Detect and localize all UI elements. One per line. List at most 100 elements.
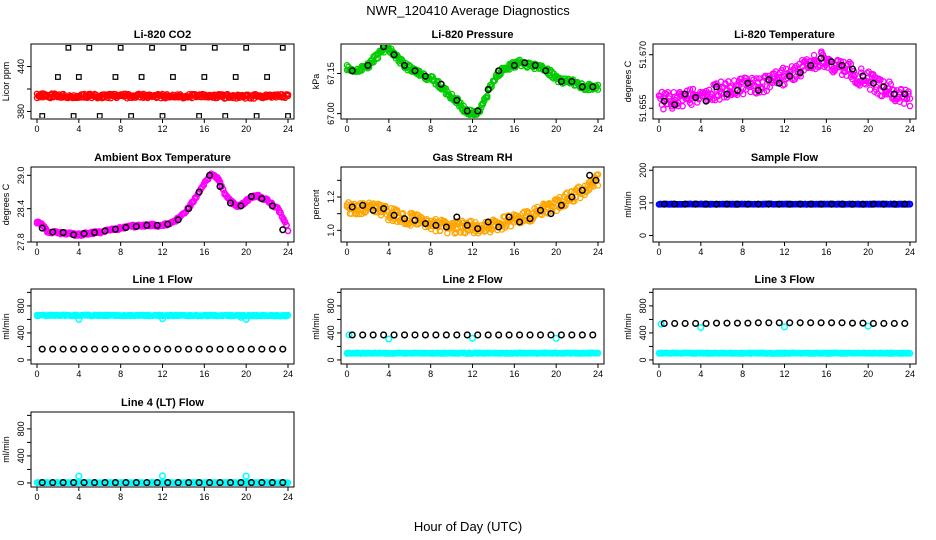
data-point xyxy=(547,210,555,218)
x-tick-label: 0 xyxy=(34,124,39,134)
data-point xyxy=(70,345,78,353)
data-point xyxy=(688,101,695,108)
data-point xyxy=(589,331,597,339)
data-point xyxy=(765,319,773,327)
x-tick-label: 4 xyxy=(698,369,703,379)
data-point xyxy=(143,479,151,486)
series-cyan-band xyxy=(343,349,602,357)
data-point xyxy=(807,61,815,69)
data-point xyxy=(766,83,773,91)
y-tick-label: 28.4 xyxy=(16,200,26,218)
data-point xyxy=(702,97,710,105)
data-point xyxy=(111,225,119,233)
data-point xyxy=(432,221,440,229)
data-point xyxy=(216,479,224,486)
data-point xyxy=(232,74,239,80)
x-tick-label: 12 xyxy=(467,247,477,257)
y-axis-label: ml/min xyxy=(1,436,11,463)
data-point xyxy=(712,200,721,208)
x-tick-label: 20 xyxy=(551,124,561,134)
data-point xyxy=(657,320,665,328)
data-point xyxy=(390,51,398,59)
data-point xyxy=(380,331,388,339)
data-point xyxy=(723,200,731,208)
y-tick-label: 0 xyxy=(326,357,336,362)
x-tick-label: 8 xyxy=(428,247,433,257)
chart-panel: Li-820 Temperature degrees C 0 4 8 12 16 20 24 51… xyxy=(623,29,917,134)
y-tick-label: 400 xyxy=(16,325,26,340)
data-point xyxy=(390,331,398,339)
x-tick-label: 12 xyxy=(779,124,789,134)
y-tick-label: 29.0 xyxy=(16,167,26,185)
y-axis-label: ml/min xyxy=(311,313,321,340)
data-point xyxy=(80,230,88,238)
data-point xyxy=(786,319,794,327)
y-axis-label: ml/min xyxy=(623,191,633,218)
y-tick-label: 0 xyxy=(638,233,648,238)
data-point xyxy=(526,331,534,339)
data-point xyxy=(199,183,206,191)
x-tick-label: 20 xyxy=(863,369,873,379)
data-point xyxy=(258,195,266,203)
data-point xyxy=(38,224,46,232)
data-point xyxy=(75,472,83,480)
data-point xyxy=(390,211,398,219)
x-tick-label: 12 xyxy=(779,369,789,379)
x-tick-label: 0 xyxy=(344,247,349,257)
data-point xyxy=(285,113,291,118)
data-point xyxy=(562,202,569,209)
y-tick-label: 800 xyxy=(638,298,648,313)
data-point xyxy=(226,345,235,353)
data-point xyxy=(211,45,218,51)
data-point xyxy=(101,227,109,235)
data-point xyxy=(132,345,140,353)
x-tick-label: 20 xyxy=(551,369,561,379)
series-cyan-band xyxy=(655,349,914,357)
data-point xyxy=(542,67,550,75)
data-point xyxy=(765,200,773,208)
data-point xyxy=(463,331,471,339)
data-point xyxy=(754,200,762,208)
data-point xyxy=(407,222,414,229)
data-point xyxy=(754,86,762,94)
x-tick-label: 16 xyxy=(509,369,519,379)
data-point xyxy=(686,86,694,93)
plot-data xyxy=(343,45,602,118)
data-point xyxy=(748,74,756,82)
plot-data xyxy=(33,45,292,118)
x-tick-label: 24 xyxy=(905,369,915,379)
data-point xyxy=(49,228,57,236)
data-point xyxy=(453,213,461,221)
x-tick-label: 24 xyxy=(283,492,293,502)
data-point xyxy=(594,350,602,357)
series-cyan-circle xyxy=(75,313,250,323)
y-tick-label: 51.655 xyxy=(638,95,648,123)
data-point xyxy=(174,345,182,353)
data-point xyxy=(807,200,815,208)
data-point xyxy=(838,61,846,69)
data-point xyxy=(733,200,741,208)
data-point xyxy=(739,90,747,98)
data-point xyxy=(70,479,78,486)
data-point xyxy=(38,345,46,353)
x-tick-label: 8 xyxy=(740,369,745,379)
x-tick-label: 24 xyxy=(283,247,293,257)
x-tick-label: 0 xyxy=(656,369,661,379)
x-tick-label: 12 xyxy=(157,492,167,502)
data-point xyxy=(552,334,560,342)
data-point xyxy=(754,319,762,327)
data-point xyxy=(206,171,214,179)
data-point xyxy=(70,231,78,239)
chart-title: Li-820 Temperature xyxy=(734,29,835,41)
chart-title: Sample Flow xyxy=(751,152,819,164)
data-point xyxy=(864,322,872,330)
data-point xyxy=(279,345,287,353)
series-black-circle xyxy=(348,331,597,339)
data-point xyxy=(786,200,794,208)
x-tick-label: 8 xyxy=(428,369,433,379)
data-point xyxy=(495,67,503,75)
chart-panel: Sample Flow ml/min 0 4 8 12 16 20 24 0 100 200 xyxy=(623,152,917,257)
data-point xyxy=(750,76,757,83)
data-point xyxy=(817,54,825,62)
plot-data xyxy=(343,331,602,357)
